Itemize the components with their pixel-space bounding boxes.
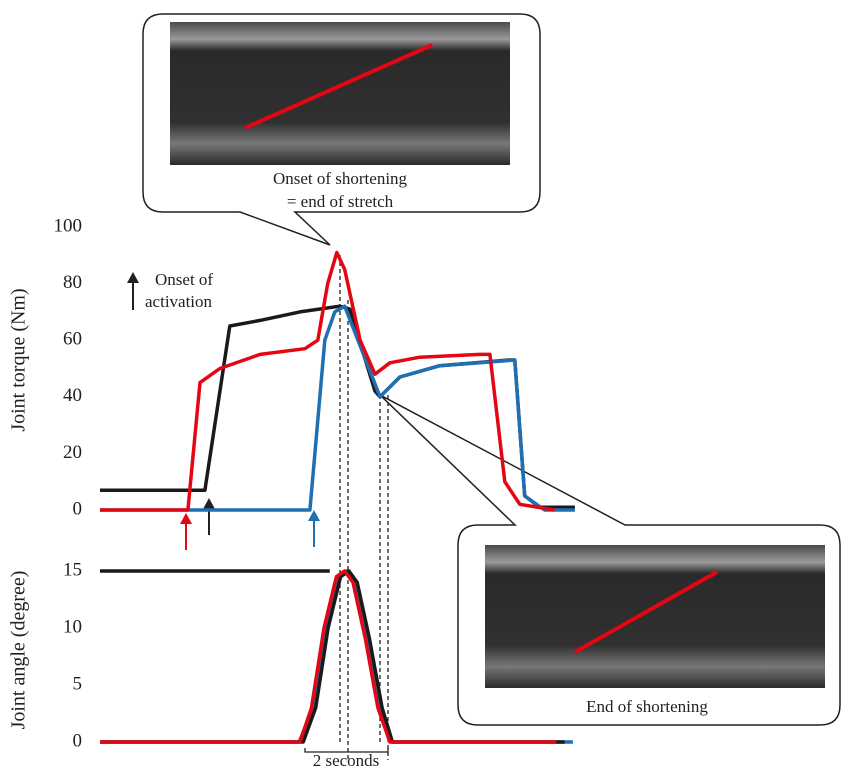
y-tick-label: 60 <box>63 329 82 350</box>
legend-text: activation <box>145 292 213 311</box>
scale-bar-label: 2 seconds <box>313 751 380 770</box>
fascicle-line <box>574 570 718 654</box>
onset-arrows <box>180 498 320 550</box>
legend-text: Onset of <box>155 270 213 289</box>
callout-text: = end of stretch <box>287 192 394 211</box>
callout-text: End of shortening <box>586 697 708 716</box>
callout-text: Onset of shortening <box>273 169 408 188</box>
y-tick-label: 20 <box>63 442 82 463</box>
y-tick-label: 0 <box>73 730 83 751</box>
guide-lines <box>339 255 389 760</box>
data-line <box>100 569 565 744</box>
y-tick-label: 0 <box>73 498 83 519</box>
y-tick-label: 80 <box>63 272 82 293</box>
legend-arrow <box>127 272 139 283</box>
fascicle-line <box>244 43 433 130</box>
data-line <box>100 250 555 512</box>
ultrasound-image <box>170 22 510 165</box>
y-axis-title: Joint angle (degree) <box>8 571 30 730</box>
y-tick-label: 10 <box>63 616 82 637</box>
ultrasound-image <box>485 545 825 688</box>
y-tick-label: 15 <box>63 559 82 580</box>
y-tick-label: 40 <box>63 385 82 406</box>
data-line <box>100 304 575 512</box>
y-tick-label: 100 <box>54 215 83 236</box>
y-axis-title: Joint torque (Nm) <box>8 288 30 431</box>
y-tick-label: 5 <box>73 673 83 694</box>
data-line <box>100 569 557 744</box>
scale-bar <box>304 748 389 753</box>
